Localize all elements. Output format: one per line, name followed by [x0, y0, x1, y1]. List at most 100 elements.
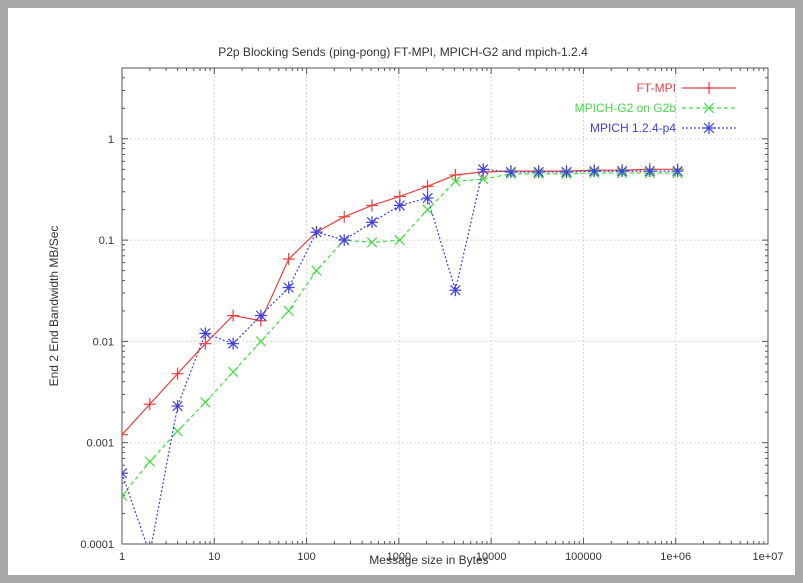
data-point-mpich-p4 [588, 165, 601, 178]
y-tick-label: 0.1 [99, 235, 114, 247]
marker-stroke [311, 265, 322, 276]
y-axis-label: End 2 End Bandwidth MB/Sec [47, 226, 61, 387]
data-point-ft-mpi [421, 180, 434, 193]
marker-stroke [145, 549, 155, 559]
data-point-mpich-g2 [172, 425, 183, 437]
marker-stroke [122, 472, 128, 479]
data-point-mpich-g2 [122, 490, 128, 501]
data-point-mpich-g2 [255, 336, 267, 347]
data-point-ft-mpi [171, 367, 184, 380]
data-point-mpich-g2 [366, 237, 378, 248]
marker-stroke [394, 234, 406, 246]
y-axis: 0.0001 0.001 0.01 0.1 1 [80, 67, 768, 551]
data-point-mpich-p4 [477, 163, 490, 176]
legend-marker-mpich-p4 [703, 122, 715, 134]
y-tick-label: 1 [108, 134, 114, 146]
chart-frame: P2p Blocking Sends (ping-pong) FT-MPI, M… [8, 8, 795, 575]
data-point-mpich-p4 [199, 327, 212, 340]
plot-border [121, 67, 769, 545]
marker-stroke [339, 234, 350, 246]
marker-stroke [477, 173, 489, 185]
data-point-mpich-p4 [616, 165, 629, 178]
data-point-ft-mpi [338, 210, 351, 223]
marker-stroke [172, 400, 183, 412]
legend-label-mpich-g2: MPICH-G2 on G2b [575, 101, 677, 115]
marker-stroke [644, 165, 656, 177]
data-point-ft-mpi [366, 199, 379, 212]
data-point-mpich-p4 [171, 400, 184, 413]
marker-stroke [589, 165, 600, 177]
data-point-mpich-g2 [477, 173, 489, 185]
y-tick-label: 0.001 [86, 438, 114, 450]
legend-label-mpich-p4: MPICH 1.2.4-p4 [590, 121, 676, 135]
marker-stroke [144, 456, 156, 467]
data-point-ft-mpi [122, 428, 128, 441]
marker-stroke [122, 467, 128, 475]
data-point-mpich-g2 [422, 204, 433, 215]
marker-stroke [200, 328, 211, 339]
marker-stroke [561, 166, 572, 178]
marker-stroke [227, 338, 239, 349]
data-point-mpich-g2 [283, 305, 294, 317]
legend-label-ft-mpi: FT-MPI [637, 81, 676, 95]
data-point-mpich-p4 [421, 192, 434, 205]
data-point-ft-mpi [199, 337, 212, 350]
y-tick-label: 0.01 [93, 336, 114, 348]
x-axis-label: Message size in Bytes [369, 553, 488, 567]
marker-stroke [505, 166, 517, 178]
x-tick-label: 1 [119, 551, 125, 563]
marker-stroke [394, 200, 406, 211]
data-point-mpich-g2 [144, 456, 156, 467]
legend-marker-ft-mpi [703, 82, 715, 94]
marker-stroke [200, 397, 211, 408]
marker-stroke [703, 122, 715, 134]
x-tick-label: 100000 [565, 551, 602, 563]
data-point-mpich-p4 [560, 166, 573, 179]
marker-stroke [450, 285, 461, 296]
data-point-ft-mpi [282, 253, 295, 266]
chart-svg: P2p Blocking Sends (ping-pong) FT-MPI, M… [47, 45, 783, 567]
marker-stroke [422, 204, 433, 215]
marker-stroke [366, 217, 378, 228]
data-point-mpich-p4 [227, 337, 240, 350]
data-point-mpich-g2 [311, 265, 322, 276]
grid [122, 68, 768, 544]
marker-stroke [422, 192, 433, 204]
marker-stroke [450, 176, 461, 187]
series-mpich-p4 [122, 163, 684, 560]
x-axis: 1 10 100 1000 10000 100000 1e+06 1e+07 [119, 68, 783, 563]
series-mpich-g2 [122, 167, 683, 501]
data-point-mpich-p4 [532, 166, 545, 179]
marker-stroke [703, 102, 715, 114]
data-point-mpich-p4 [310, 226, 323, 239]
legend: FT-MPI MPICH-G2 on G2b MPICH 1.2.4-p4 [575, 81, 736, 135]
data-point-mpich-p4 [282, 281, 295, 294]
marker-stroke [283, 282, 294, 293]
data-point-ft-mpi [227, 309, 240, 322]
data-point-mpich-p4 [643, 165, 656, 178]
data-point-mpich-g2 [394, 234, 406, 246]
marker-stroke [122, 490, 128, 497]
marker-stroke [672, 165, 683, 177]
data-point-mpich-p4 [449, 284, 462, 297]
data-point-mpich-p4 [366, 216, 379, 229]
marker-stroke [172, 425, 183, 437]
marker-stroke [122, 494, 128, 501]
series-layer [122, 163, 684, 560]
data-point-mpich-p4 [393, 199, 406, 212]
marker-stroke [311, 226, 322, 238]
data-point-ft-mpi [143, 398, 156, 411]
series-line-mpich-p4 [122, 168, 678, 544]
marker-stroke [283, 305, 294, 317]
data-point-mpich-p4 [144, 548, 156, 560]
marker-stroke [366, 237, 378, 248]
marker-stroke [227, 366, 239, 378]
y-tick-label: 0.0001 [80, 539, 114, 551]
legend-marker-mpich-g2 [703, 102, 715, 114]
data-point-mpich-g2 [450, 176, 461, 187]
data-point-mpich-p4 [504, 166, 517, 179]
data-point-mpich-g2 [227, 366, 239, 378]
marker-stroke [533, 166, 544, 178]
data-point-mpich-p4 [122, 467, 128, 480]
marker-stroke [616, 165, 628, 177]
